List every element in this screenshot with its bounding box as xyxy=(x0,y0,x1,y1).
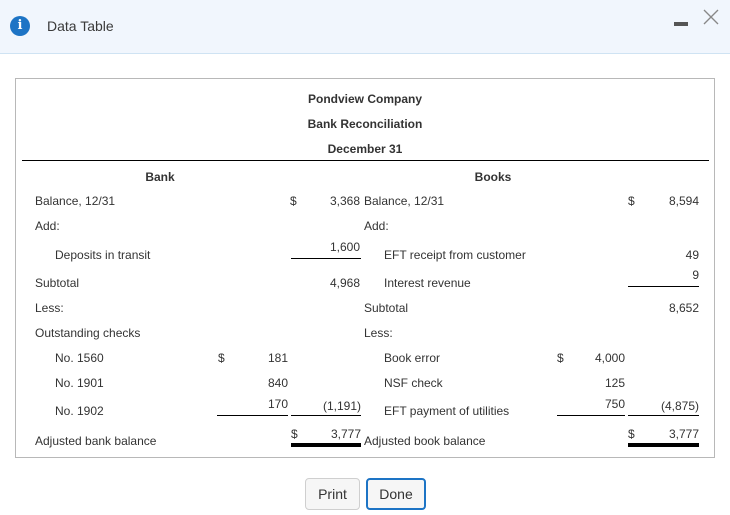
books-adjusted-dollar: $ xyxy=(628,427,635,441)
bank-balance-label: Balance, 12/31 xyxy=(35,194,116,208)
books-balance-dollar: $ xyxy=(628,194,635,208)
books-column-header: Books xyxy=(474,170,512,184)
minimize-icon xyxy=(674,22,688,26)
books-addition-underline xyxy=(628,286,699,287)
bank-column-header: Bank xyxy=(145,170,175,184)
books-deduction-label: NSF check xyxy=(384,376,443,390)
bank-deduction-value: 181 xyxy=(267,351,288,365)
bank-less-label: Less: xyxy=(35,301,64,315)
done-button[interactable]: Done xyxy=(366,478,426,510)
bank-addition-underline xyxy=(291,258,361,259)
bank-deduction-value: 170 xyxy=(267,397,288,411)
books-addition-value: 9 xyxy=(692,268,699,282)
bank-total-underline xyxy=(291,415,361,416)
books-adjusted-double-underline xyxy=(628,443,699,447)
books-total-underline xyxy=(628,415,699,416)
bank-subtotal-value: 4,968 xyxy=(329,276,360,290)
books-adjusted-value: 3,777 xyxy=(668,427,699,441)
bank-add-label: Add: xyxy=(35,219,60,233)
books-deductions-total: (4,875) xyxy=(660,399,699,413)
books-adjusted-label: Adjusted book balance xyxy=(364,434,486,448)
bank-adjusted-dollar: $ xyxy=(291,427,298,441)
bank-balance-value: 3,368 xyxy=(329,194,360,208)
info-icon: i xyxy=(10,16,30,36)
books-subtotal-value: 8,652 xyxy=(668,301,699,315)
bank-deduction-dollar: $ xyxy=(218,351,225,365)
books-balance-value: 8,594 xyxy=(668,194,699,208)
books-add-label: Add: xyxy=(364,219,389,233)
bank-deduction-label: No. 1901 xyxy=(55,376,104,390)
books-deduction-underline xyxy=(557,415,625,416)
close-button[interactable] xyxy=(700,6,722,28)
company-name: Pondview Company xyxy=(307,92,423,106)
bank-addition-label: Deposits in transit xyxy=(55,248,151,262)
report-date: December 31 xyxy=(327,142,403,156)
bank-adjusted-label: Adjusted bank balance xyxy=(35,434,157,448)
books-addition-label: Interest revenue xyxy=(384,276,471,290)
books-deduction-label: EFT payment of utilities xyxy=(384,404,510,418)
books-deduction-label: Book error xyxy=(384,351,441,365)
report-title: Bank Reconciliation xyxy=(307,117,423,131)
books-deduction-dollar: $ xyxy=(557,351,564,365)
bank-addition-value: 1,600 xyxy=(329,240,360,254)
bank-deduction-label: No. 1902 xyxy=(55,404,104,418)
bank-subtotal-label: Subtotal xyxy=(35,276,80,290)
bank-outstanding-label: Outstanding checks xyxy=(35,326,141,340)
bank-adjusted-double-underline xyxy=(291,443,361,447)
books-deduction-value: 750 xyxy=(604,397,625,411)
books-addition-label: EFT receipt from customer xyxy=(384,248,526,262)
bank-deduction-underline xyxy=(217,415,288,416)
books-addition-value: 49 xyxy=(685,248,699,262)
bank-deduction-value: 840 xyxy=(267,376,288,390)
books-subtotal-label: Subtotal xyxy=(364,301,409,315)
books-deduction-value: 125 xyxy=(604,376,625,390)
dialog-titlebar: i Data Table xyxy=(0,0,730,54)
header-divider xyxy=(22,160,709,161)
books-balance-label: Balance, 12/31 xyxy=(364,194,445,208)
minimize-button[interactable] xyxy=(671,14,689,32)
books-deduction-value: 4,000 xyxy=(594,351,625,365)
bank-deductions-total: (1,191) xyxy=(322,399,361,413)
print-button[interactable]: Print xyxy=(305,478,360,510)
close-icon xyxy=(703,9,719,25)
bank-deduction-label: No. 1560 xyxy=(55,351,104,365)
dialog-title: Data Table xyxy=(47,18,114,34)
bank-adjusted-value: 3,777 xyxy=(330,427,361,441)
books-less-label: Less: xyxy=(364,326,393,340)
bank-balance-dollar: $ xyxy=(290,194,297,208)
data-table-panel xyxy=(15,78,715,458)
